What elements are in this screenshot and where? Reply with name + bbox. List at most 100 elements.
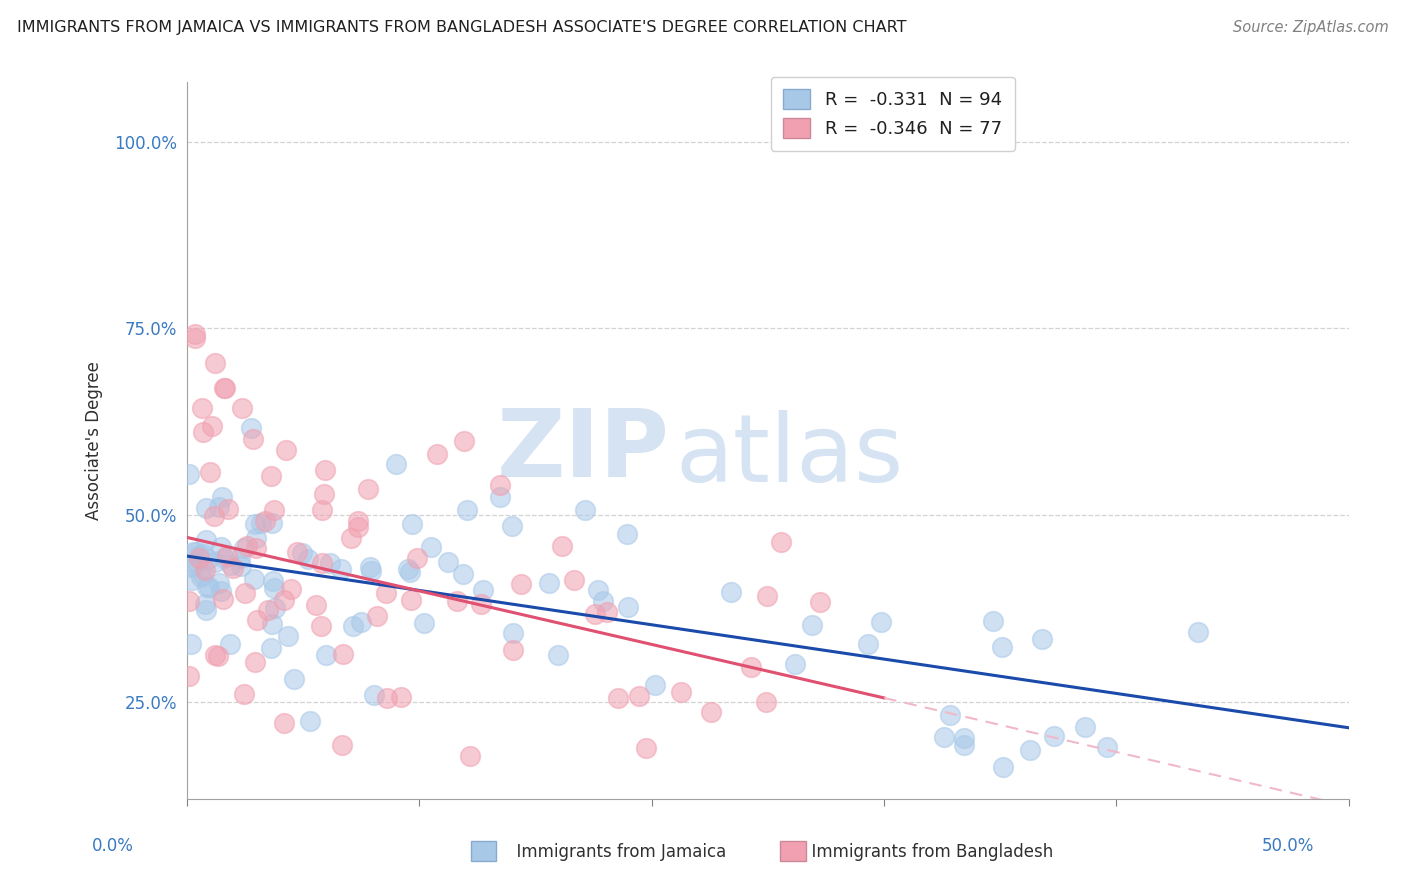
Point	[257, 603, 280, 617]
Point	[366, 609, 388, 624]
Point	[263, 503, 285, 517]
Point	[350, 615, 373, 629]
Point	[1019, 742, 1042, 756]
Point	[212, 591, 235, 606]
Point	[235, 539, 257, 553]
Text: ZIP: ZIP	[496, 405, 669, 497]
Text: 50.0%: 50.0%	[1263, 837, 1315, 855]
Point	[991, 640, 1014, 655]
Point	[198, 581, 221, 595]
Point	[377, 690, 399, 705]
Point	[311, 556, 333, 570]
Point	[214, 381, 236, 395]
Point	[298, 714, 321, 728]
Text: IMMIGRANTS FROM JAMAICA VS IMMIGRANTS FROM BANGLADESH ASSOCIATE'S DEGREE CORRELA: IMMIGRANTS FROM JAMAICA VS IMMIGRANTS FR…	[17, 20, 907, 35]
Point	[363, 688, 385, 702]
Point	[209, 583, 232, 598]
Point	[179, 593, 201, 607]
Point	[510, 576, 533, 591]
Point	[215, 549, 238, 563]
Point	[180, 636, 202, 650]
Point	[290, 546, 312, 560]
Point	[783, 657, 806, 671]
Point	[262, 574, 284, 588]
Point	[191, 547, 214, 561]
Point	[314, 487, 336, 501]
Point	[420, 540, 443, 554]
Point	[953, 738, 976, 752]
Point	[214, 381, 236, 395]
Legend: R =  -0.331  N = 94, R =  -0.346  N = 77: R = -0.331 N = 94, R = -0.346 N = 77	[770, 77, 1015, 151]
Point	[274, 443, 297, 458]
Point	[470, 597, 492, 611]
Point	[472, 582, 495, 597]
Point	[197, 552, 219, 566]
Point	[413, 615, 436, 630]
Point	[374, 586, 396, 600]
Point	[260, 468, 283, 483]
Point	[305, 599, 328, 613]
Text: atlas: atlas	[675, 410, 903, 502]
Point	[458, 749, 481, 764]
Point	[246, 613, 269, 627]
Point	[551, 539, 574, 553]
Point	[1043, 729, 1066, 743]
Point	[426, 447, 449, 461]
Point	[314, 462, 336, 476]
Point	[208, 500, 231, 514]
Point	[311, 502, 333, 516]
Point	[360, 564, 382, 578]
Point	[184, 327, 207, 342]
Point	[264, 601, 287, 615]
Text: Source: ZipAtlas.com: Source: ZipAtlas.com	[1233, 20, 1389, 35]
Point	[245, 531, 267, 545]
Point	[489, 490, 512, 504]
Point	[1074, 720, 1097, 734]
Point	[184, 545, 207, 559]
Point	[204, 648, 226, 662]
Point	[740, 659, 762, 673]
Point	[385, 458, 408, 472]
Point	[194, 563, 217, 577]
Point	[756, 589, 779, 603]
Point	[228, 551, 250, 566]
Point	[243, 572, 266, 586]
Point	[245, 656, 267, 670]
Point	[283, 673, 305, 687]
Point	[856, 637, 879, 651]
Point	[242, 432, 264, 446]
Point	[198, 465, 221, 479]
Point	[202, 509, 225, 524]
Point	[191, 568, 214, 582]
Point	[319, 556, 342, 570]
Point	[263, 581, 285, 595]
Point	[754, 695, 776, 709]
Point	[938, 707, 960, 722]
Point	[211, 490, 233, 504]
Point	[953, 731, 976, 745]
Point	[636, 741, 658, 756]
Point	[981, 614, 1004, 628]
Point	[195, 603, 218, 617]
Point	[346, 515, 368, 529]
Point	[357, 483, 380, 497]
Point	[197, 580, 219, 594]
Point	[232, 687, 254, 701]
Point	[260, 516, 283, 530]
Point	[401, 517, 423, 532]
Point	[991, 760, 1014, 774]
Point	[188, 550, 211, 565]
Point	[179, 467, 201, 481]
Point	[229, 558, 252, 573]
Point	[396, 562, 419, 576]
Point	[502, 626, 524, 640]
Point	[405, 551, 427, 566]
Point	[179, 560, 201, 574]
Point	[181, 545, 204, 559]
Point	[1187, 625, 1209, 640]
Point	[446, 594, 468, 608]
Point	[315, 648, 337, 662]
Point	[592, 594, 614, 608]
Point	[770, 534, 793, 549]
Point	[488, 478, 510, 492]
